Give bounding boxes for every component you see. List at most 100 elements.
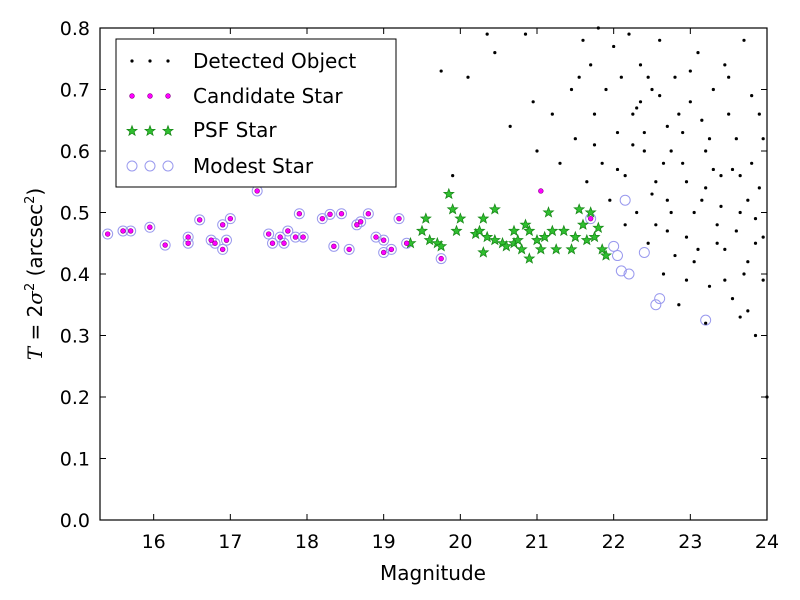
detected-object-point	[569, 87, 574, 92]
modest-star-point	[159, 239, 171, 251]
detected-object-point	[623, 223, 627, 227]
detected-object-point	[723, 278, 727, 282]
detected-object-point	[665, 124, 669, 128]
detected-object-point	[746, 260, 750, 264]
detected-object-point	[615, 130, 620, 135]
modest-star-point	[378, 246, 390, 258]
modest-star-point	[267, 237, 278, 249]
detected-object-point	[665, 229, 669, 233]
detected-object-point	[627, 32, 631, 36]
legend-marker-modest	[162, 160, 174, 172]
modest-star-point	[619, 194, 631, 206]
psf-star-point	[546, 224, 559, 237]
modest-star-point	[650, 299, 662, 311]
legend-entry-detected: Detected Object	[130, 49, 356, 73]
candidate-star-point	[285, 228, 291, 234]
detected-object-point	[704, 186, 708, 190]
detected-object-point	[688, 69, 692, 73]
detected-object-point	[681, 130, 685, 135]
x-tick-label: 21	[525, 531, 549, 553]
candidate-star-point	[300, 234, 306, 240]
detected-object-point	[723, 247, 727, 251]
psf-star-point	[599, 249, 613, 261]
detected-object-point	[654, 180, 658, 184]
modest-star-point	[385, 243, 397, 255]
modest-star-point	[274, 231, 286, 243]
psf-star-series	[404, 187, 613, 264]
psf-star-point	[550, 243, 563, 255]
candidate-star-point	[147, 224, 153, 230]
detected-object-point	[589, 63, 593, 67]
detected-object-point	[750, 94, 754, 98]
detected-object-point	[600, 161, 604, 165]
legend-entry-modest: Modest Star	[126, 154, 314, 178]
psf-star-point	[507, 224, 521, 237]
x-tick-label: 16	[142, 531, 166, 553]
detected-object-point	[742, 272, 746, 276]
detected-object-point	[623, 174, 627, 178]
modest-star-point	[435, 253, 447, 265]
detected-object-point	[746, 198, 750, 202]
detected-object-point	[677, 112, 681, 116]
candidate-star-point	[388, 246, 395, 253]
candidate-star-point	[281, 240, 287, 246]
psf-star-point	[565, 243, 578, 255]
detected-object-point	[757, 112, 761, 116]
detected-object-point	[677, 303, 681, 307]
detected-object-point	[638, 100, 643, 104]
modest-star-point	[224, 213, 236, 225]
x-tick-label: 18	[295, 531, 319, 553]
psf-star-point	[584, 206, 597, 218]
legend-marker-candidate	[165, 93, 171, 99]
legend-marker-detected	[148, 59, 152, 63]
psf-star-point	[596, 243, 609, 255]
modest-star-point	[370, 231, 382, 243]
candidate-star-point	[277, 234, 283, 240]
psf-star-point	[488, 203, 501, 215]
detected-object-point	[715, 241, 719, 245]
detected-object-point	[646, 75, 650, 79]
detected-object-point	[723, 63, 727, 67]
detected-object-point	[650, 87, 654, 92]
detected-object-point	[746, 309, 750, 313]
y-tick-label: 0.7	[60, 80, 90, 102]
psf-star-point	[500, 240, 513, 252]
candidate-star-point	[373, 234, 379, 240]
candidate-star-point	[212, 240, 218, 246]
psf-star-point	[477, 246, 490, 258]
modest-star-point	[362, 208, 374, 220]
detected-object-point	[635, 106, 639, 110]
candidate-star-point	[219, 222, 226, 228]
detected-object-point	[734, 137, 738, 141]
detected-object-point	[485, 32, 489, 36]
legend-marker-modest	[126, 160, 138, 172]
psf-star-point	[576, 218, 590, 230]
detected-object-point	[493, 51, 497, 55]
modest-star-point	[351, 219, 363, 231]
detected-object-point	[508, 124, 512, 128]
detected-object-point	[761, 235, 765, 239]
detected-object-point	[523, 32, 528, 36]
legend-marker-detected	[166, 59, 170, 63]
candidate-star-point	[208, 237, 214, 243]
detected-object-point	[535, 149, 539, 153]
detected-object-point	[688, 100, 692, 104]
legend-marker-psf	[125, 124, 139, 137]
candidate-star-point	[346, 246, 352, 253]
detected-object-point	[753, 217, 758, 221]
detected-object-point	[730, 297, 735, 301]
detected-object-point	[719, 174, 723, 178]
detected-object-point	[573, 137, 577, 141]
detected-object-point	[439, 69, 443, 73]
legend-marker-candidate	[147, 93, 153, 99]
detected-object-point	[631, 143, 635, 147]
psf-star-point	[423, 233, 436, 246]
psf-star-point	[419, 212, 432, 224]
legend: Detected Object Candidate Star PSF Star …	[115, 38, 397, 188]
detected-object-point	[577, 75, 581, 79]
y-tick-label: 0.8	[60, 18, 90, 40]
modest-star-point	[336, 208, 347, 220]
detected-object-point	[654, 223, 658, 227]
legend-label-psf: PSF Star	[193, 118, 277, 142]
psf-star-point	[523, 224, 536, 237]
